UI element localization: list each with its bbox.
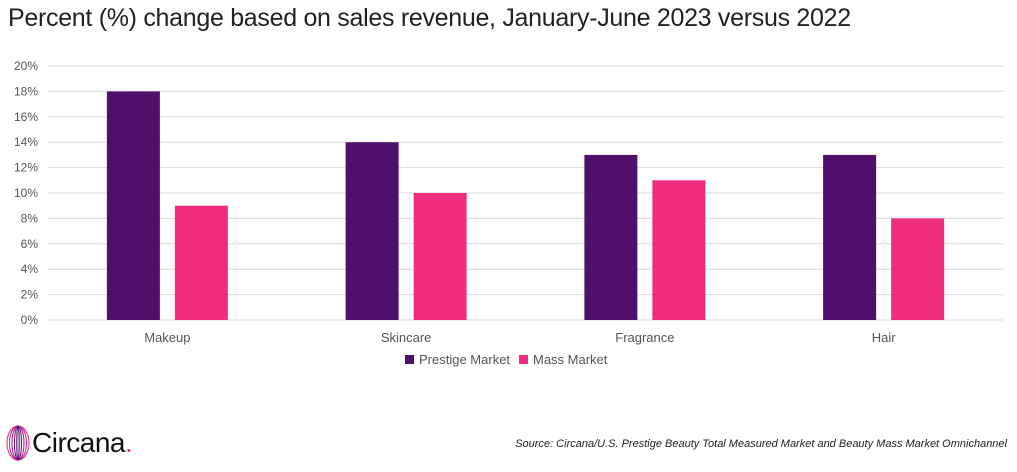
bar-prestige-market-makeup bbox=[106, 91, 160, 321]
y-tick-label: 14% bbox=[14, 135, 38, 149]
bar-prestige-market-fragrance bbox=[584, 154, 638, 320]
chart-title: Percent (%) change based on sales revenu… bbox=[8, 4, 851, 32]
x-tick-label: Skincare bbox=[381, 330, 432, 345]
y-tick-label: 6% bbox=[21, 237, 39, 251]
y-tick-label: 18% bbox=[14, 84, 38, 98]
x-tick-label: Fragrance bbox=[615, 330, 674, 345]
legend-swatch-0 bbox=[405, 355, 414, 364]
bar-chart: 0% 2% 4% 6% 8% 10% 12% 14% 16% 18% 20% Makeup Skinca… bbox=[14, 59, 1003, 367]
circana-logo-icon bbox=[6, 425, 30, 461]
legend-label-0: Prestige Market bbox=[419, 352, 510, 367]
source-note: Source: Circana/U.S. Prestige Beauty Tot… bbox=[515, 438, 1007, 450]
y-tick-label: 12% bbox=[14, 161, 38, 175]
brand-logo: Circana. bbox=[6, 424, 133, 462]
brand-name: Circana bbox=[32, 427, 125, 458]
y-tick-label: 20% bbox=[14, 59, 38, 73]
legend-label-1: Mass Market bbox=[533, 352, 608, 367]
bar-prestige-market-skincare bbox=[345, 142, 399, 320]
y-tick-label: 10% bbox=[14, 186, 38, 200]
bar-prestige-market-hair bbox=[823, 154, 877, 320]
y-tick-label: 0% bbox=[21, 313, 39, 327]
y-tick-label: 16% bbox=[14, 110, 38, 124]
brand-dot: . bbox=[124, 427, 133, 458]
x-tick-label: Hair bbox=[872, 330, 897, 345]
y-tick-label: 2% bbox=[21, 288, 39, 302]
bar-mass-market-skincare bbox=[413, 193, 467, 320]
legend-swatch-1 bbox=[519, 355, 528, 364]
x-tick-label: Makeup bbox=[144, 330, 190, 345]
y-tick-label: 4% bbox=[21, 262, 39, 276]
y-tick-label: 8% bbox=[21, 211, 39, 225]
bar-mass-market-hair bbox=[891, 218, 945, 320]
bar-mass-market-makeup bbox=[174, 205, 228, 320]
bar-mass-market-fragrance bbox=[652, 180, 706, 320]
